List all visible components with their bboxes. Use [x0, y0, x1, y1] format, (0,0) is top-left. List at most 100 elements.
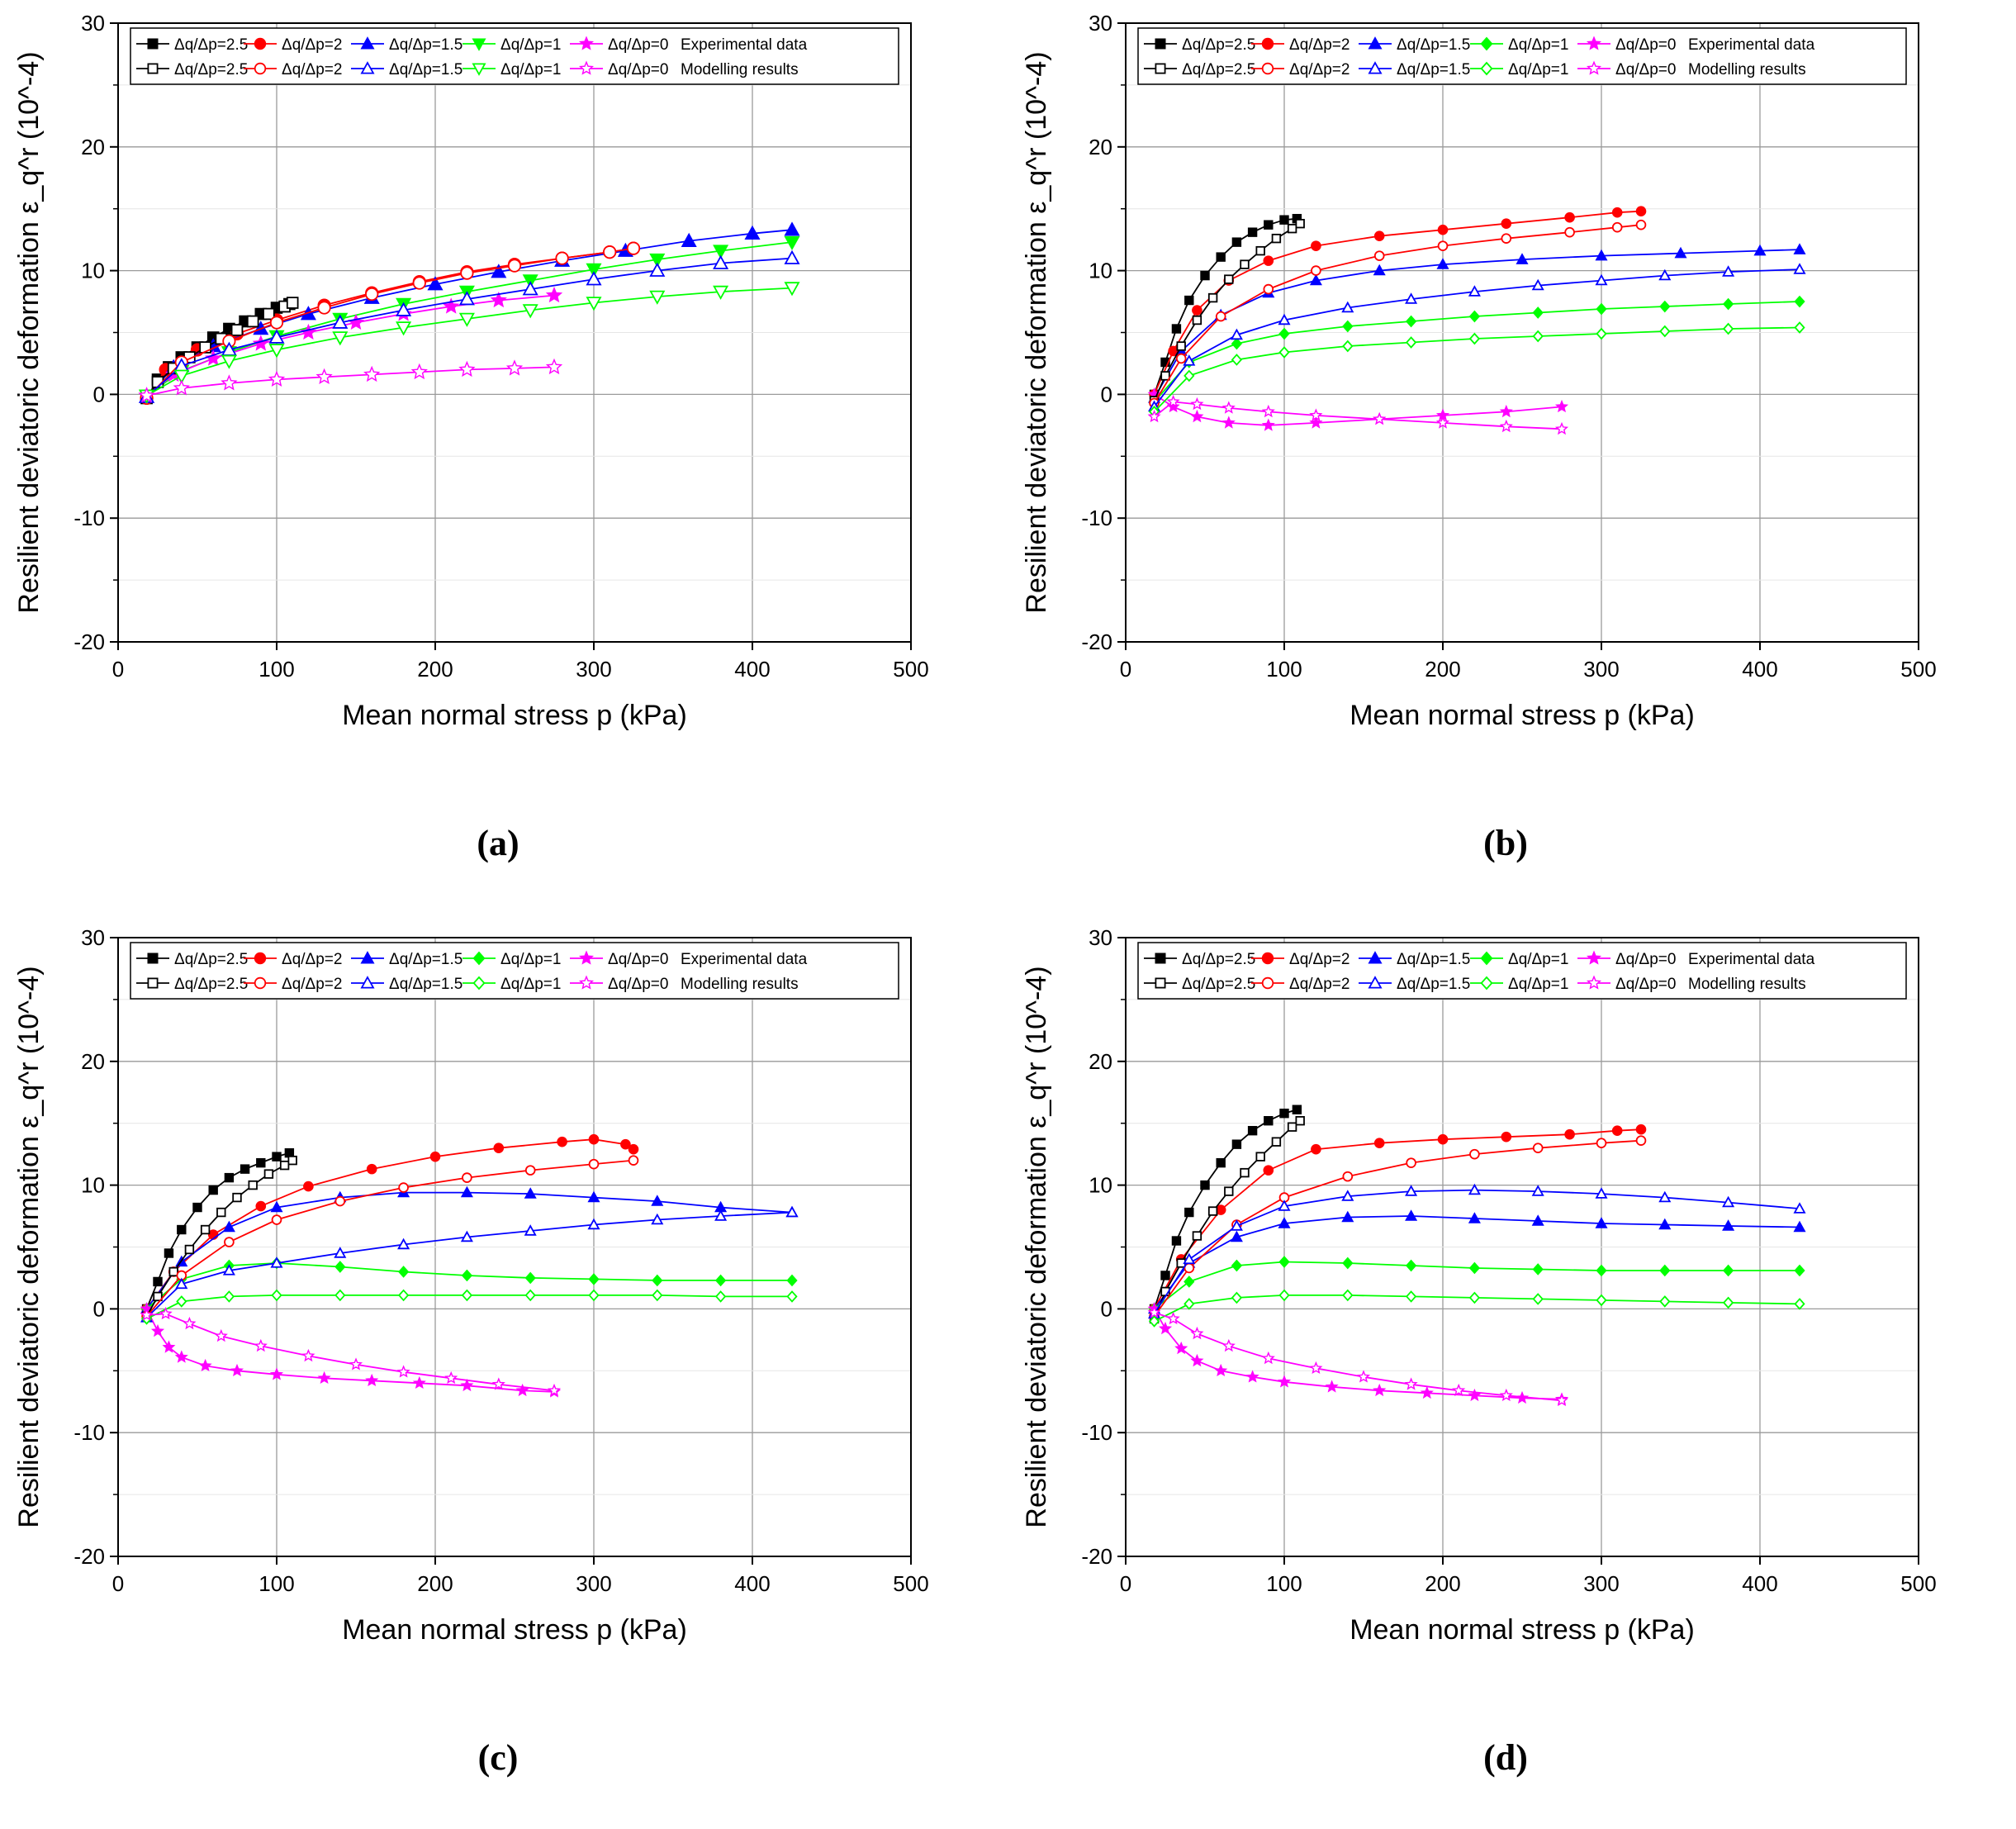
x-tick-label: 500	[1900, 1571, 1936, 1596]
data-point	[1373, 411, 1387, 425]
series-experimental-data	[1148, 243, 1806, 403]
data-point	[1278, 1200, 1291, 1211]
data-point	[587, 1218, 600, 1230]
data-point	[1611, 221, 1623, 233]
data-point	[1287, 223, 1297, 234]
data-point	[1468, 1291, 1481, 1304]
data-point	[1341, 1210, 1354, 1223]
data-point	[1231, 1139, 1242, 1149]
data-point	[1147, 409, 1161, 423]
data-point	[1192, 305, 1202, 316]
data-point	[255, 1200, 267, 1212]
data-point	[1404, 1377, 1418, 1390]
data-point	[1279, 1109, 1289, 1119]
data-point	[1263, 255, 1274, 266]
chart-panel-a: 0 100 200 300 400 500 -20 -10 0 10 20 30 Mean normal…	[0, 0, 1008, 914]
data-point	[681, 232, 697, 247]
legend-marker	[360, 951, 375, 964]
data-point	[1468, 1212, 1481, 1223]
series-modelling-results	[1148, 1183, 1806, 1319]
data-point	[1231, 354, 1243, 366]
data-point	[315, 368, 333, 384]
data-point	[1166, 394, 1180, 408]
data-point	[173, 379, 190, 396]
legend-marker	[1261, 37, 1274, 50]
data-point	[1659, 300, 1671, 313]
legend-box	[1137, 942, 1907, 1000]
data-point	[1184, 369, 1195, 382]
x-tick-label: 100	[259, 657, 294, 682]
data-point	[652, 1289, 663, 1302]
data-point	[1531, 278, 1544, 291]
data-point	[1420, 1385, 1434, 1399]
legend-row-label: Modelling results	[1688, 61, 1806, 78]
grid	[1126, 23, 1919, 642]
data-point	[522, 304, 538, 319]
x-axis-label: Mean normal stress p (kPa)	[342, 1614, 687, 1646]
data-point	[1437, 1133, 1449, 1145]
legend-marker	[147, 63, 159, 74]
data-point	[1240, 1167, 1250, 1178]
data-point	[1184, 295, 1194, 306]
series-modelling-results	[1148, 321, 1805, 418]
y-tick-label: 10	[81, 259, 105, 283]
legend: Δq/Δp=2.5 Δq/Δp=2 Δq/Δp=1.5 Δq/Δp=1 Δq/Δp=0 E…	[1137, 27, 1907, 85]
data-point	[332, 331, 349, 346]
x-tick-label: 500	[1900, 657, 1936, 682]
data-point	[300, 323, 317, 340]
data-point	[1309, 408, 1323, 421]
data-point	[1341, 1190, 1354, 1201]
y-tick-label: 30	[81, 925, 105, 950]
data-point	[1794, 1298, 1805, 1310]
data-point	[268, 370, 286, 387]
data-point	[1722, 297, 1734, 311]
series-line	[1153, 1215, 1800, 1309]
data-point	[1231, 1291, 1243, 1304]
data-point	[164, 1248, 174, 1258]
legend-label: Δq/Δp=1	[1508, 36, 1568, 54]
x-tick-label: 500	[893, 657, 928, 682]
legend-box	[130, 27, 899, 85]
legend-label: Δq/Δp=1.5	[1397, 951, 1470, 968]
data-point	[1373, 250, 1385, 261]
data-point	[1564, 1128, 1575, 1140]
series-experimental-data	[140, 1301, 562, 1398]
legend-label: Δq/Δp=2	[282, 36, 342, 54]
data-point	[524, 1289, 536, 1302]
series-experimental-data	[141, 1133, 639, 1314]
data-point	[1325, 1380, 1339, 1393]
legend-label: Δq/Δp=1.5	[389, 976, 462, 993]
legend-label: Δq/Δp=1.5	[389, 61, 462, 78]
legend: Δq/Δp=2.5 Δq/Δp=2 Δq/Δp=1.5 Δq/Δp=1 Δq/Δp=0 E…	[130, 27, 899, 85]
y-tick-label: -10	[1081, 506, 1112, 530]
data-point	[269, 1367, 284, 1380]
y-tick-label: 30	[1089, 925, 1112, 950]
data-point	[410, 363, 428, 380]
data-point	[784, 235, 800, 250]
data-point	[1221, 416, 1236, 429]
data-point	[460, 266, 474, 280]
x-axis-label: Mean normal stress p (kPa)	[1350, 1614, 1695, 1646]
data-point	[1596, 327, 1607, 340]
data-point	[222, 1264, 235, 1276]
data-point	[1215, 311, 1226, 322]
data-point	[1190, 1353, 1204, 1367]
data-point	[1342, 320, 1354, 333]
legend-label: Δq/Δp=2	[1289, 976, 1350, 993]
data-point	[1499, 404, 1513, 418]
data-point	[1722, 322, 1734, 335]
data-point	[1224, 274, 1234, 284]
data-point	[588, 1158, 600, 1170]
series-line	[1153, 268, 1800, 407]
data-point	[1635, 206, 1647, 216]
chart-a: 0 100 200 300 400 500 -20 -10 0 10 20 30 Mean normal…	[13, 11, 929, 863]
data-point	[176, 1295, 187, 1308]
data-point	[1231, 1259, 1243, 1272]
data-point	[586, 271, 602, 286]
legend-label: Δq/Δp=1.5	[1397, 36, 1470, 54]
data-point	[396, 302, 412, 316]
data-point	[460, 1185, 473, 1198]
legend-row-label: Experimental data	[1688, 36, 1815, 54]
data-point	[1499, 419, 1513, 433]
data-point	[1230, 328, 1243, 340]
